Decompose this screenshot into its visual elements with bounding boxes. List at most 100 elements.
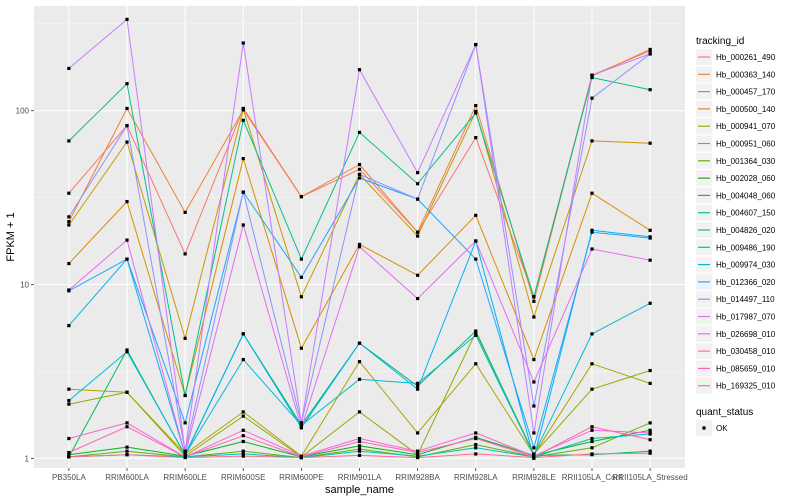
data-point xyxy=(532,380,536,384)
data-point xyxy=(125,449,129,453)
data-point xyxy=(648,428,652,432)
data-point xyxy=(590,446,594,450)
y-tick-label: 100 xyxy=(16,107,30,116)
data-point xyxy=(299,195,303,199)
data-point xyxy=(532,357,536,362)
data-point xyxy=(299,421,303,425)
data-point xyxy=(532,404,536,408)
data-point xyxy=(590,75,594,80)
data-point xyxy=(532,431,536,435)
y-axis: 1 10 100 xyxy=(16,107,34,463)
x-axis-title: sample_name xyxy=(325,484,394,496)
data-point xyxy=(67,402,71,406)
data-point xyxy=(474,329,478,333)
x-tick-label: RRIM600LE xyxy=(163,473,207,482)
data-point xyxy=(590,96,594,100)
data-point xyxy=(125,82,129,86)
data-point xyxy=(241,190,245,194)
legend-label: Hb_009974_030 xyxy=(716,261,776,270)
data-point xyxy=(357,453,362,457)
data-point xyxy=(125,445,129,449)
data-point xyxy=(474,213,478,217)
data-point xyxy=(241,454,245,458)
data-point xyxy=(590,387,594,391)
data-point xyxy=(241,357,245,362)
data-point xyxy=(241,439,245,444)
x-axis: PB350LA RRIM600LA RRIM600LE RRIM600SE RRIM60… xyxy=(52,468,688,482)
data-point xyxy=(299,275,303,279)
data-point xyxy=(241,428,245,432)
data-point xyxy=(299,423,303,427)
data-point xyxy=(241,449,245,453)
data-point xyxy=(299,426,303,430)
data-point xyxy=(357,439,362,444)
x-tick-label: RRIM928LE xyxy=(512,473,556,482)
data-point xyxy=(357,360,362,364)
data-point xyxy=(590,228,594,232)
data-point xyxy=(67,261,71,266)
data-point xyxy=(590,425,594,429)
data-point xyxy=(357,176,362,180)
legend-label: Hb_000951_060 xyxy=(716,140,776,149)
data-point xyxy=(590,230,594,234)
data-point xyxy=(183,449,187,453)
data-point xyxy=(241,118,245,122)
data-point xyxy=(648,438,652,442)
data-point xyxy=(416,387,420,391)
data-point xyxy=(183,252,187,256)
data-point xyxy=(125,348,129,352)
data-point xyxy=(648,258,652,262)
data-point xyxy=(416,296,420,301)
data-point xyxy=(357,242,362,247)
data-point xyxy=(357,172,362,176)
data-point xyxy=(532,455,536,460)
data-point xyxy=(648,449,652,453)
data-point xyxy=(241,41,245,45)
data-point xyxy=(648,421,652,425)
data-point xyxy=(648,141,652,145)
data-point xyxy=(67,220,71,224)
legend-label: Hb_002028_060 xyxy=(716,174,776,183)
data-point xyxy=(357,167,362,171)
data-point xyxy=(416,197,420,201)
data-point xyxy=(648,88,652,92)
data-point xyxy=(125,421,129,425)
data-point xyxy=(590,428,594,432)
data-point xyxy=(299,295,303,299)
data-point xyxy=(416,234,420,238)
data-point xyxy=(67,66,71,71)
data-point xyxy=(590,191,594,195)
legend-label: Hb_004048_060 xyxy=(716,191,776,200)
legend-label: Hb_000457_170 xyxy=(716,88,776,97)
data-point xyxy=(474,111,478,115)
data-point xyxy=(241,410,245,414)
data-point xyxy=(357,130,362,134)
data-point xyxy=(125,425,129,429)
y-tick-label: 10 xyxy=(20,281,29,290)
legend-label: Hb_000363_140 xyxy=(716,70,776,79)
data-point xyxy=(67,455,71,459)
y-axis-title: FPKM + 1 xyxy=(5,212,17,261)
y-tick-label: 1 xyxy=(25,454,30,463)
data-point xyxy=(648,228,652,232)
data-point xyxy=(241,414,245,418)
data-point xyxy=(474,257,478,261)
data-point xyxy=(241,452,245,456)
x-tick-label: RRIM901LA xyxy=(338,473,382,482)
data-point xyxy=(648,301,652,305)
data-point xyxy=(357,449,362,453)
data-point xyxy=(299,346,303,350)
data-point xyxy=(648,381,652,385)
data-point xyxy=(67,223,71,227)
x-tick-label: RRIM928BA xyxy=(395,473,440,482)
legend-label: Hb_169325_010 xyxy=(716,382,776,391)
data-point xyxy=(648,431,652,435)
data-point xyxy=(590,439,594,444)
data-point xyxy=(416,431,420,435)
data-point xyxy=(648,52,652,56)
data-point xyxy=(183,453,187,457)
data-point xyxy=(125,257,129,261)
x-tick-label: RRII105LA_Cont xyxy=(562,473,623,482)
data-point xyxy=(67,450,71,455)
